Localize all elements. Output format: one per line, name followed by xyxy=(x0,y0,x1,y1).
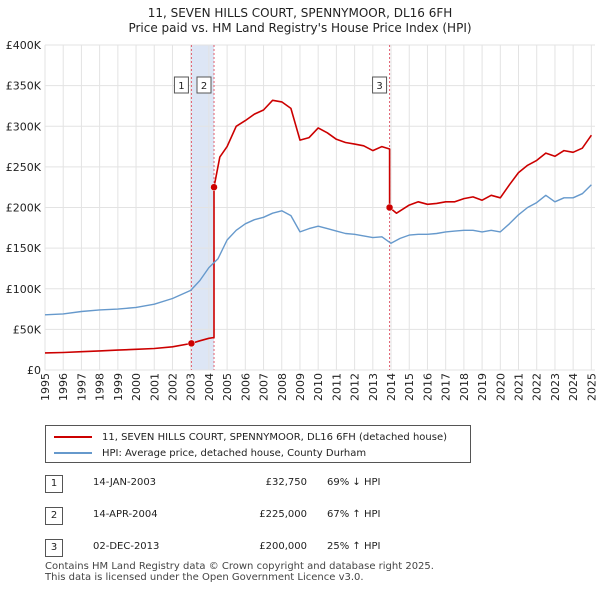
footer-licence: This data is licensed under the Open Gov… xyxy=(45,572,364,583)
transaction-number: 1 xyxy=(45,475,63,493)
transaction-date: 14-JAN-2003 xyxy=(93,477,157,488)
x-tick-label: 2024 xyxy=(567,373,580,401)
x-tick-label: 2015 xyxy=(403,373,416,401)
legend: 11, SEVEN HILLS COURT, SPENNYMOOR, DL16 … xyxy=(45,425,471,463)
legend-label-property: 11, SEVEN HILLS COURT, SPENNYMOOR, DL16 … xyxy=(102,431,448,443)
chart-title: 11, SEVEN HILLS COURT, SPENNYMOOR, DL16 … xyxy=(147,6,453,20)
price-chart: £0 £50K £100K £150K £200K £250K £300K £350K £400… xyxy=(6,39,599,401)
x-tick-label: 2013 xyxy=(367,373,380,401)
y-tick-label: £300K xyxy=(6,120,42,133)
series-line-property xyxy=(44,99,593,354)
transaction-price: £225,000 xyxy=(259,509,307,520)
sale-label-box xyxy=(173,76,189,94)
sale-point xyxy=(187,339,196,348)
transaction-hpi: 69% ↓ HPI xyxy=(327,477,381,488)
footer-copyright: Contains HM Land Registry data © Crown c… xyxy=(45,561,434,572)
y-tick-label: £100K xyxy=(6,283,42,296)
sale-label: 2 xyxy=(201,81,207,92)
legend-item-hpi: HPI: Average price, detached house, Coun… xyxy=(54,446,366,460)
legend-item-property: 11, SEVEN HILLS COURT, SPENNYMOOR, DL16 … xyxy=(54,430,447,444)
y-tick-label: £200K xyxy=(6,202,42,215)
x-tick-label: 2006 xyxy=(239,373,252,401)
x-tick-label: 2005 xyxy=(221,373,234,401)
x-tick-label: 2016 xyxy=(421,373,434,401)
legend-swatch-hpi xyxy=(54,452,92,454)
x-tick-label: 2004 xyxy=(203,373,216,401)
y-tick-label: £50K xyxy=(13,323,42,336)
y-tick-label: £0 xyxy=(27,364,41,377)
x-tick-label: 2001 xyxy=(148,373,161,401)
transaction-price: £200,000 xyxy=(259,541,307,552)
x-tick-label: 1998 xyxy=(94,373,107,401)
transaction-date: 14-APR-2004 xyxy=(93,509,158,520)
transaction-number: 2 xyxy=(45,507,63,525)
x-tick-label: 2018 xyxy=(458,373,471,401)
transaction-price: £32,750 xyxy=(265,477,307,488)
x-tick-label: 1999 xyxy=(112,373,125,401)
transaction-row: 2 14-APR-2004 £225,000 67% ↑ HPI xyxy=(45,507,465,525)
chart-subtitle: Price paid vs. HM Land Registry's House … xyxy=(128,21,472,35)
transaction-date: 02-DEC-2013 xyxy=(93,541,160,552)
legend-label-hpi: HPI: Average price, detached house, Coun… xyxy=(102,447,367,459)
x-tick-label: 2017 xyxy=(440,373,453,401)
y-tick-label: £350K xyxy=(6,80,42,93)
y-tick-label: £400K xyxy=(6,39,42,52)
x-tick-label: 2023 xyxy=(549,373,562,401)
transaction-hpi: 67% ↑ HPI xyxy=(327,509,381,520)
x-tick-label: 2014 xyxy=(385,373,398,401)
x-tick-label: 2011 xyxy=(330,373,343,401)
sale-point xyxy=(385,203,394,212)
x-tick-label: 2021 xyxy=(513,373,526,401)
sale-label: 1 xyxy=(178,81,184,92)
x-tick-label: 2007 xyxy=(258,373,271,401)
x-tick-label: 2003 xyxy=(185,373,198,401)
x-tick-label: 2020 xyxy=(494,373,507,401)
x-tick-label: 2019 xyxy=(476,373,489,401)
y-tick-label: £150K xyxy=(6,242,42,255)
sale-point xyxy=(210,183,218,191)
x-tick-label: 2002 xyxy=(166,373,179,401)
legend-swatch-property xyxy=(54,436,92,438)
x-tick-label: 2010 xyxy=(312,373,325,401)
x-tick-label: 1997 xyxy=(75,373,88,401)
sale-label: 3 xyxy=(376,81,382,92)
transaction-row: 3 02-DEC-2013 £200,000 25% ↑ HPI xyxy=(45,539,465,557)
y-tick-label: £250K xyxy=(6,161,42,174)
transaction-row: 1 14-JAN-2003 £32,750 69% ↓ HPI xyxy=(45,475,465,493)
sale-label-box xyxy=(372,76,388,94)
x-tick-label: 2000 xyxy=(130,373,143,401)
x-tick-label: 2009 xyxy=(294,373,307,401)
x-tick-label: 2012 xyxy=(349,373,362,401)
x-tick-label: 1996 xyxy=(57,373,70,401)
x-tick-label: 1995 xyxy=(39,373,52,401)
x-tick-label: 2025 xyxy=(585,373,598,401)
transaction-hpi: 25% ↑ HPI xyxy=(327,541,381,552)
series-line-hpi xyxy=(44,184,592,316)
x-tick-label: 2022 xyxy=(531,373,544,401)
transaction-number: 3 xyxy=(45,539,63,557)
sale-label-box xyxy=(196,76,212,94)
x-tick-label: 2008 xyxy=(276,373,289,401)
